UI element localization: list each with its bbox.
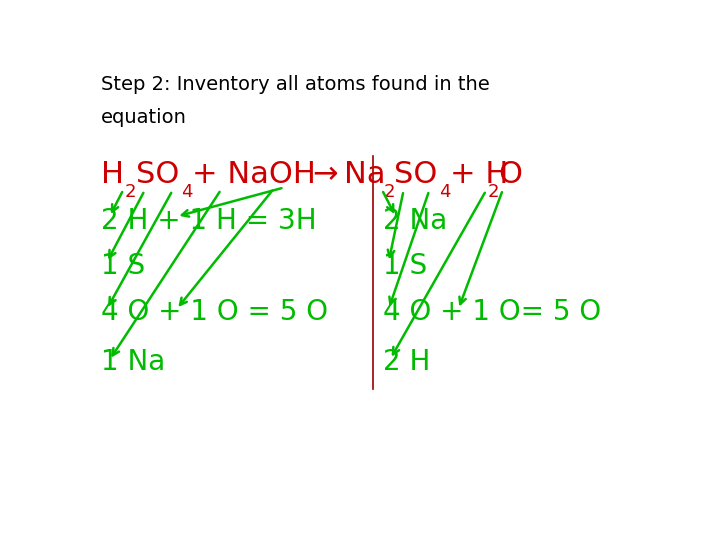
Text: 4: 4 <box>181 183 192 201</box>
Text: SO: SO <box>394 160 438 190</box>
Text: H: H <box>101 160 124 190</box>
Text: equation: equation <box>101 109 187 127</box>
Text: + H: + H <box>450 160 508 190</box>
Text: 4: 4 <box>439 183 451 201</box>
Text: 4 O + 1 O= 5 O: 4 O + 1 O= 5 O <box>383 298 601 326</box>
Text: 1 S: 1 S <box>383 253 427 280</box>
Text: 2 H + 1 H = 3H: 2 H + 1 H = 3H <box>101 207 317 235</box>
Text: 1 Na: 1 Na <box>101 348 166 376</box>
Text: 2: 2 <box>384 183 395 201</box>
Text: →: → <box>312 160 338 190</box>
Text: + NaOH: + NaOH <box>192 160 316 190</box>
Text: SO: SO <box>136 160 179 190</box>
Text: 2 H: 2 H <box>383 348 431 376</box>
Text: Step 2: Inventory all atoms found in the: Step 2: Inventory all atoms found in the <box>101 75 490 94</box>
Text: 1 S: 1 S <box>101 253 145 280</box>
Text: 2: 2 <box>125 183 136 201</box>
Text: 2: 2 <box>488 183 500 201</box>
Text: 2 Na: 2 Na <box>383 207 447 235</box>
Text: O: O <box>498 160 523 190</box>
Text: Na: Na <box>344 160 385 190</box>
Text: 4 O + 1 O = 5 O: 4 O + 1 O = 5 O <box>101 298 328 326</box>
